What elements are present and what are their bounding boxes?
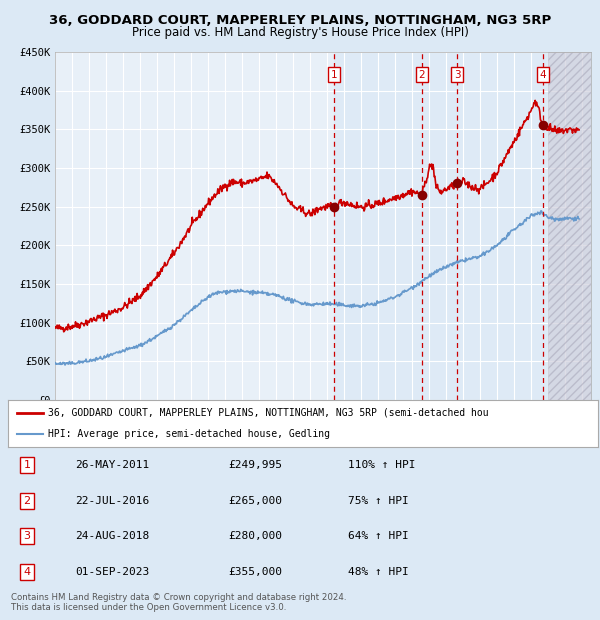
Text: 4: 4 <box>539 69 546 79</box>
Text: 64% ↑ HPI: 64% ↑ HPI <box>348 531 409 541</box>
Text: £280,000: £280,000 <box>228 531 282 541</box>
Text: Price paid vs. HM Land Registry's House Price Index (HPI): Price paid vs. HM Land Registry's House … <box>131 26 469 39</box>
Text: 75% ↑ HPI: 75% ↑ HPI <box>348 495 409 506</box>
Text: 48% ↑ HPI: 48% ↑ HPI <box>348 567 409 577</box>
Text: 24-AUG-2018: 24-AUG-2018 <box>75 531 149 541</box>
Text: 3: 3 <box>454 69 461 79</box>
Text: 1: 1 <box>331 69 337 79</box>
Text: 01-SEP-2023: 01-SEP-2023 <box>75 567 149 577</box>
Text: 2: 2 <box>23 495 31 506</box>
Text: Contains HM Land Registry data © Crown copyright and database right 2024.
This d: Contains HM Land Registry data © Crown c… <box>11 593 346 613</box>
Text: 1: 1 <box>23 460 31 470</box>
Text: 22-JUL-2016: 22-JUL-2016 <box>75 495 149 506</box>
Text: £355,000: £355,000 <box>228 567 282 577</box>
Bar <box>548 52 591 400</box>
Text: 36, GODDARD COURT, MAPPERLEY PLAINS, NOTTINGHAM, NG3 5RP (semi-detached hou: 36, GODDARD COURT, MAPPERLEY PLAINS, NOT… <box>48 408 488 418</box>
Text: 110% ↑ HPI: 110% ↑ HPI <box>348 460 415 470</box>
Text: £265,000: £265,000 <box>228 495 282 506</box>
Text: HPI: Average price, semi-detached house, Gedling: HPI: Average price, semi-detached house,… <box>48 429 330 440</box>
Text: 2: 2 <box>418 69 425 79</box>
Text: £249,995: £249,995 <box>228 460 282 470</box>
Text: 36, GODDARD COURT, MAPPERLEY PLAINS, NOTTINGHAM, NG3 5RP: 36, GODDARD COURT, MAPPERLEY PLAINS, NOT… <box>49 14 551 27</box>
Text: 4: 4 <box>23 567 31 577</box>
Text: 26-MAY-2011: 26-MAY-2011 <box>75 460 149 470</box>
Bar <box>334 52 548 400</box>
Text: 3: 3 <box>23 531 31 541</box>
